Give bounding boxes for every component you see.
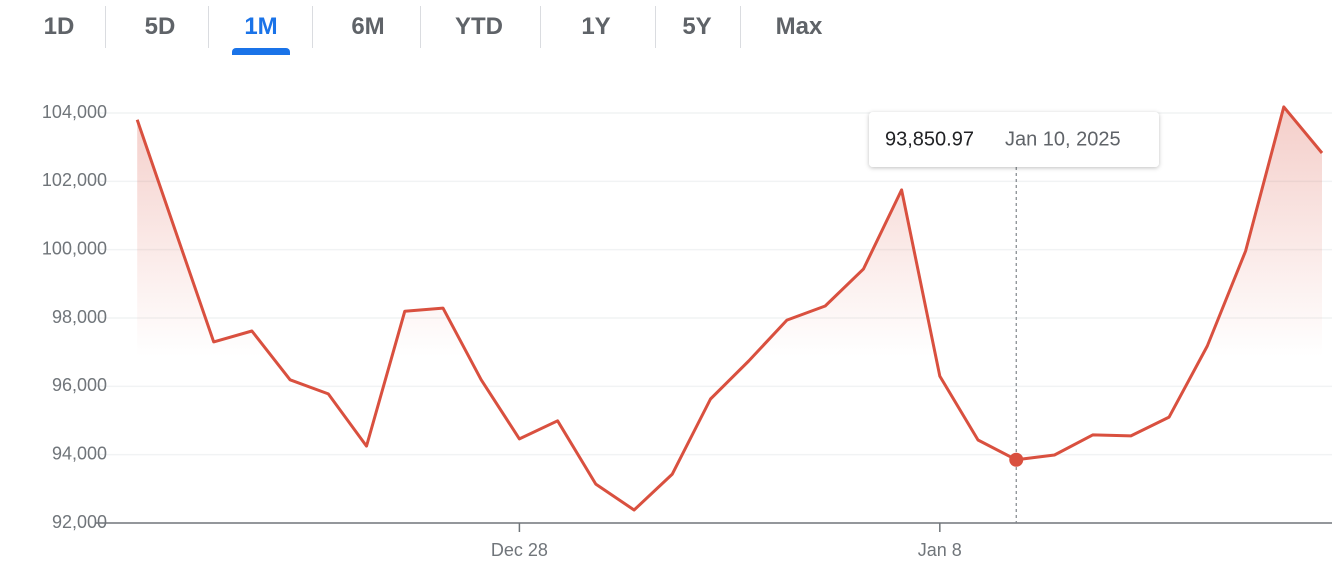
separator: [540, 6, 541, 48]
y-tick-label: 104,000: [42, 102, 107, 122]
tab[interactable]: 6M: [351, 13, 385, 40]
separator: [208, 6, 209, 48]
tab[interactable]: 1D: [43, 13, 75, 40]
tab[interactable]: Max: [775, 13, 823, 40]
separator: [312, 6, 313, 48]
range-tabs: 1D 5D 1M 6M YTD 1Y 5Y Max: [0, 0, 1338, 56]
tab[interactable]: 1M: [244, 13, 278, 40]
tooltip-box: [869, 112, 1159, 167]
y-tick-label: 96,000: [52, 375, 107, 395]
y-tick-label: 92,000: [52, 512, 107, 532]
tooltip: 93,850.97 Jan 10, 2025: [869, 112, 1159, 167]
tooltip-value: 93,850.97: [885, 128, 974, 150]
tab[interactable]: 1Y: [581, 13, 611, 40]
tab[interactable]: 5D: [144, 13, 176, 40]
tooltip-date: Jan 10, 2025: [1005, 128, 1121, 150]
separator: [420, 6, 421, 48]
separator: [105, 6, 106, 48]
hover-point: [1009, 452, 1024, 467]
price-line: [135, 105, 1324, 512]
x-tick-label: Jan 8: [918, 540, 962, 560]
y-tick-label: 102,000: [42, 170, 107, 190]
separator: [655, 6, 656, 48]
active-underline: [232, 48, 290, 55]
x-tick-label: Dec 28: [491, 540, 548, 560]
tab[interactable]: YTD: [455, 13, 503, 40]
y-tick-label: 100,000: [42, 238, 107, 258]
tab[interactable]: 5Y: [682, 13, 712, 40]
area: [137, 106, 1323, 524]
y-tick-label: 94,000: [52, 443, 107, 463]
y-tick-label: 98,000: [52, 307, 107, 327]
separator: [740, 6, 741, 48]
